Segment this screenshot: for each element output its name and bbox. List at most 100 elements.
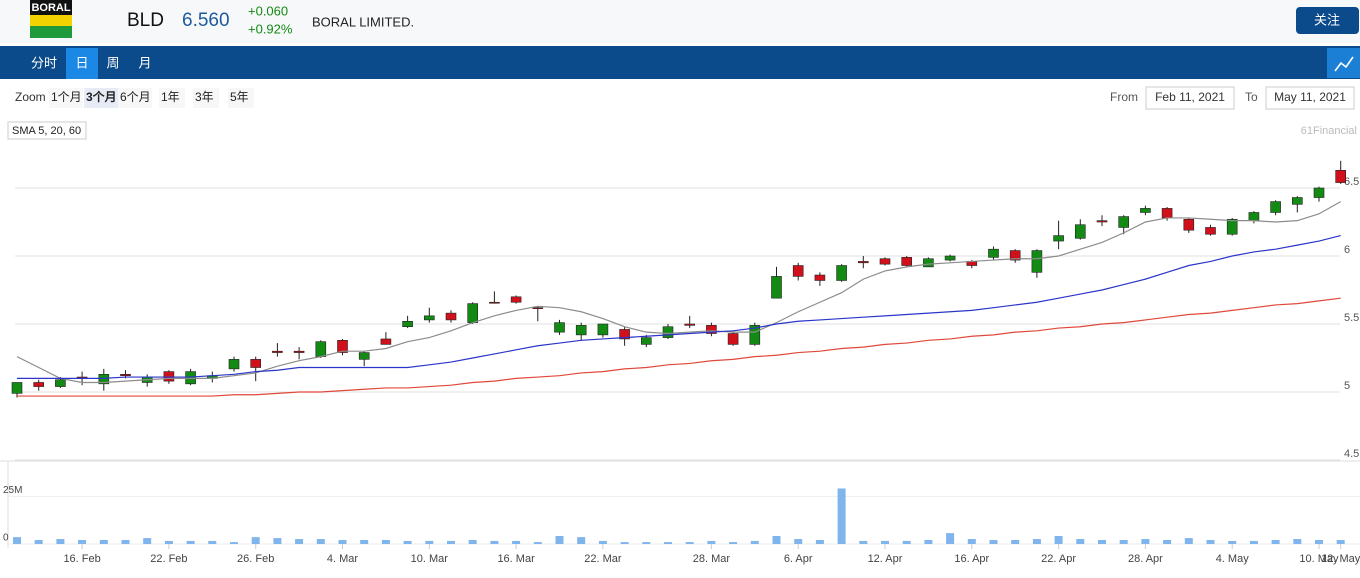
zoom-button[interactable]	[159, 88, 185, 108]
candle-body	[1118, 216, 1129, 228]
volume-tick-label: 25M	[3, 485, 22, 496]
volume-bar	[989, 539, 998, 544]
volume-bar	[1206, 539, 1215, 544]
candle-body	[879, 258, 891, 265]
candle-body	[510, 296, 522, 303]
volume-bar	[555, 535, 564, 544]
candle-body	[944, 255, 956, 261]
candle-body	[1031, 250, 1043, 273]
candle-body	[489, 301, 500, 304]
volume-bar	[1271, 539, 1280, 544]
tab[interactable]: 周	[106, 55, 119, 70]
volume-bar	[34, 539, 43, 544]
candle-body	[1292, 197, 1303, 205]
candle-body	[1205, 227, 1216, 235]
x-tick-label: 28. Apr	[1128, 553, 1163, 565]
x-tick-label: 12. May	[1321, 553, 1360, 565]
volume-bar	[620, 542, 629, 544]
candle-body	[250, 359, 261, 368]
candle-body	[619, 329, 630, 340]
volume-bar	[78, 539, 87, 544]
volume-bar	[859, 540, 868, 544]
x-tick-label: 4. May	[1216, 553, 1250, 565]
volume-bar	[56, 539, 65, 544]
change: +0.060	[248, 3, 288, 18]
candle-body	[857, 261, 869, 264]
indicator-button[interactable]	[7, 121, 87, 140]
y-tick-label: 4.5	[1344, 448, 1359, 460]
candle-body	[1248, 212, 1260, 221]
zoom-option[interactable]: 3年	[195, 90, 214, 104]
volume-bar	[338, 539, 347, 544]
logo-mid	[30, 15, 72, 26]
zoom-button[interactable]	[49, 88, 83, 108]
x-tick-label: 16. Apr	[954, 553, 989, 565]
candle-body	[1183, 218, 1195, 231]
volume-bar	[924, 539, 933, 544]
candle-body	[1270, 201, 1281, 213]
volume-bar	[447, 540, 455, 544]
volume-bar	[251, 537, 260, 544]
zoom-option[interactable]: 1个月	[51, 90, 82, 104]
to-input[interactable]	[1265, 86, 1355, 110]
candle-body	[1096, 220, 1108, 223]
volume-bar	[1315, 539, 1323, 544]
zoom-option[interactable]: 3个月	[86, 89, 117, 104]
candle-body	[423, 315, 435, 321]
zoom-button[interactable]	[84, 88, 118, 108]
chart-icon-button[interactable]	[1327, 48, 1360, 78]
zoom-button[interactable]	[193, 88, 219, 108]
zoom-option[interactable]: 6个月	[120, 90, 151, 104]
to-date[interactable]: May 11, 2021	[1274, 90, 1346, 104]
candle-body	[228, 359, 240, 370]
from-input[interactable]	[1145, 86, 1235, 110]
from-label: From	[1110, 90, 1138, 104]
y-tick-label: 6.5	[1344, 176, 1359, 188]
price: 6.560	[182, 10, 230, 31]
candle-body	[749, 325, 761, 345]
follow-button[interactable]	[1296, 7, 1359, 34]
candle-body	[597, 323, 609, 336]
zoom-option[interactable]: 5年	[230, 90, 249, 104]
header-bg	[0, 0, 1360, 43]
volume-bar	[837, 488, 846, 544]
candle-body	[185, 371, 196, 385]
volume-bar	[360, 539, 369, 544]
volume-bar	[772, 535, 781, 544]
zoom-button[interactable]	[228, 88, 254, 108]
tab-active-bg[interactable]	[66, 48, 98, 79]
tab[interactable]: 日	[75, 55, 88, 70]
logo-top	[30, 0, 72, 15]
volume-bar	[946, 533, 955, 544]
candle-body	[120, 374, 131, 376]
tab[interactable]: 分时	[31, 55, 57, 70]
candle-body	[402, 320, 413, 328]
from-date[interactable]: Feb 11, 2021	[1155, 90, 1225, 104]
follow-label[interactable]: 关注	[1314, 12, 1340, 27]
volume-bar	[1011, 539, 1020, 544]
zoom-option[interactable]: 1年	[161, 90, 180, 104]
x-tick-label: 4. Mar	[327, 553, 359, 565]
volume-bar	[664, 542, 672, 544]
candle-body	[293, 350, 305, 353]
candle-body	[272, 350, 283, 353]
candle-body	[1313, 187, 1325, 198]
tab[interactable]: 月	[138, 55, 151, 70]
sma-line	[16, 201, 1341, 384]
zoom-button[interactable]	[118, 88, 152, 108]
x-tick-label: 10. Mar	[411, 553, 449, 565]
x-tick-label: 12. Apr	[868, 553, 903, 565]
x-tick-label: 16. Mar	[497, 553, 535, 565]
candle-body	[445, 312, 457, 321]
candle-body	[11, 382, 23, 394]
candle-body	[684, 323, 696, 326]
x-tick-label: 6. Apr	[784, 553, 813, 565]
indicator-label[interactable]: SMA 5, 20, 60	[12, 125, 81, 137]
volume-bar	[729, 542, 738, 544]
y-tick-label: 5	[1344, 380, 1350, 392]
volume-bar	[1119, 539, 1128, 544]
company-name: BORAL LIMITED.	[312, 14, 414, 29]
candle-body	[771, 276, 782, 299]
candle-body	[315, 341, 327, 357]
candle-body	[706, 325, 717, 334]
